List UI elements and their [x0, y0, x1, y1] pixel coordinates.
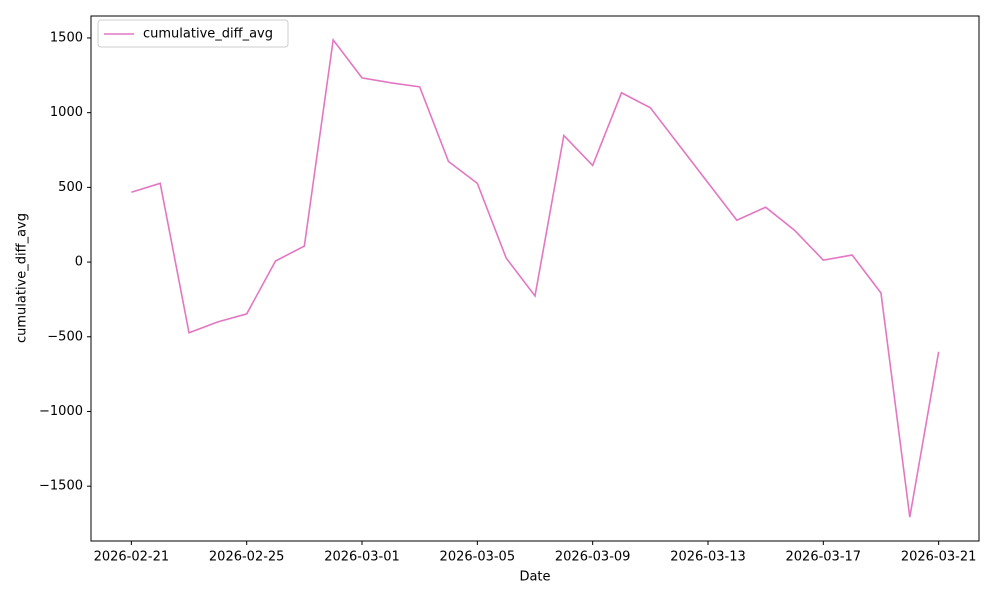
- x-tick-label: 2026-03-01: [324, 550, 400, 565]
- x-tick-label: 2026-03-17: [786, 550, 862, 565]
- data-line: [131, 37, 940, 518]
- x-axis-label: Date: [519, 570, 550, 585]
- y-tick-label: −1500: [39, 479, 83, 494]
- legend-box: [97, 19, 289, 48]
- y-tick-label: 0: [75, 255, 83, 270]
- y-tick-label: 1500: [50, 30, 83, 45]
- x-tick-label: 2026-03-21: [901, 550, 977, 565]
- y-tick-label: −500: [47, 329, 83, 344]
- legend-label: cumulative_diff_avg: [143, 27, 273, 42]
- x-tick-label: 2026-03-13: [670, 550, 746, 565]
- x-tick-label: 2026-03-09: [555, 550, 631, 565]
- y-tick-label: 500: [58, 180, 83, 195]
- y-tick-label: −1000: [39, 404, 83, 419]
- y-tick-label: 1000: [50, 105, 83, 120]
- x-tick-label: 2026-03-05: [440, 550, 516, 565]
- plot-frame: [90, 15, 980, 542]
- x-tick-label: 2026-02-25: [209, 550, 285, 565]
- y-axis-label: cumulative_diff_avg: [15, 213, 30, 343]
- x-tick-label: 2026-02-21: [94, 550, 170, 565]
